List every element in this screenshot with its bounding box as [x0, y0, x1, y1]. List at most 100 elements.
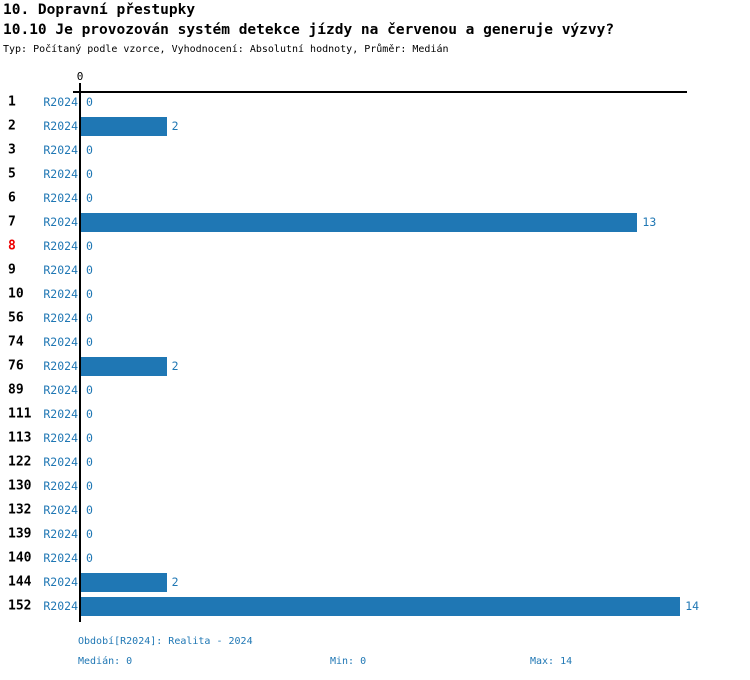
- row-id-label: 7: [8, 214, 16, 230]
- chart-row: 111 R2024 0: [0, 402, 750, 426]
- row-id-label: 130: [8, 478, 32, 494]
- chart-row: 122 R2024 0: [0, 450, 750, 474]
- row-value-label: 14: [685, 599, 700, 613]
- footer-min-stat: Min: 0: [330, 656, 367, 667]
- row-period-label: R2024: [43, 215, 78, 229]
- row-id-label: 122: [8, 454, 32, 470]
- row-value-label: 0: [86, 527, 93, 541]
- chart-row: 1 R2024 0: [0, 90, 750, 114]
- row-id-label: 113: [8, 430, 32, 446]
- row-value-label: 0: [86, 431, 93, 445]
- row-id-label: 139: [8, 526, 32, 542]
- row-value-label: 0: [86, 479, 93, 493]
- chart-row: 9 R2024 0: [0, 258, 750, 282]
- row-value-label: 0: [86, 191, 93, 205]
- row-period-label: R2024: [43, 287, 78, 301]
- chart-row: 139 R2024 0: [0, 522, 750, 546]
- y-axis-line: [79, 83, 81, 622]
- row-period-label: R2024: [43, 575, 78, 589]
- row-period-label: R2024: [43, 359, 78, 373]
- row-value-label: 0: [86, 287, 93, 301]
- row-value-label: 13: [642, 215, 657, 229]
- x-axis-zero-tick-label: 0: [76, 70, 84, 83]
- chart-row: 10 R2024 0: [0, 282, 750, 306]
- row-value-label: 2: [171, 575, 179, 589]
- row-period-label: R2024: [43, 335, 78, 349]
- row-id-label: 3: [8, 142, 16, 158]
- chart-row: 6 R2024 0: [0, 186, 750, 210]
- row-value-label: 0: [86, 503, 93, 517]
- page-title: 10. Dopravní přestupky: [3, 2, 196, 18]
- row-period-label: R2024: [43, 479, 78, 493]
- row-value-label: 0: [86, 335, 93, 349]
- row-id-label: 8: [8, 238, 16, 254]
- row-id-label: 74: [8, 334, 24, 350]
- chart-row: 144 R2024 2: [0, 570, 750, 594]
- chart-row: 74 R2024 0: [0, 330, 750, 354]
- row-value-label: 0: [86, 407, 93, 421]
- row-bar: [81, 116, 167, 136]
- row-bar: [81, 572, 167, 592]
- row-value-label: 2: [171, 119, 179, 133]
- row-period-label: R2024: [43, 311, 78, 325]
- row-id-label: 2: [8, 118, 16, 134]
- row-value-label: 0: [86, 239, 93, 253]
- row-id-label: 152: [8, 598, 32, 614]
- row-period-label: R2024: [43, 431, 78, 445]
- footer-median-stat: Medián: 0: [78, 656, 133, 667]
- row-id-label: 1: [8, 94, 16, 110]
- chart-row: 89 R2024 0: [0, 378, 750, 402]
- chart-row: 152 R2024 14: [0, 594, 750, 618]
- row-bar: [81, 356, 167, 376]
- row-value-label: 0: [86, 455, 93, 469]
- row-id-label: 89: [8, 382, 24, 398]
- chart-row: 132 R2024 0: [0, 498, 750, 522]
- row-id-label: 56: [8, 310, 24, 326]
- row-period-label: R2024: [43, 527, 78, 541]
- row-value-label: 0: [86, 551, 93, 565]
- chart-row: 2 R2024 2: [0, 114, 750, 138]
- row-period-label: R2024: [43, 239, 78, 253]
- row-id-label: 5: [8, 166, 16, 182]
- chart-row: 140 R2024 0: [0, 546, 750, 570]
- row-value-label: 0: [86, 263, 93, 277]
- row-period-label: R2024: [43, 599, 78, 613]
- row-period-label: R2024: [43, 503, 78, 517]
- row-bar: [81, 212, 638, 232]
- row-id-label: 144: [8, 574, 32, 590]
- chart-row: 56 R2024 0: [0, 306, 750, 330]
- row-period-label: R2024: [43, 191, 78, 205]
- row-period-label: R2024: [43, 95, 78, 109]
- row-period-label: R2024: [43, 407, 78, 421]
- chart-row: 5 R2024 0: [0, 162, 750, 186]
- row-id-label: 6: [8, 190, 16, 206]
- row-period-label: R2024: [43, 263, 78, 277]
- chart-row: 8 R2024 0: [0, 234, 750, 258]
- row-bar: [81, 596, 681, 616]
- chart-meta-line: Typ: Počítaný podle vzorce, Vyhodnocení:…: [3, 44, 449, 55]
- x-axis-line: [73, 91, 687, 93]
- chart-row: 76 R2024 2: [0, 354, 750, 378]
- row-period-label: R2024: [43, 143, 78, 157]
- row-period-label: R2024: [43, 551, 78, 565]
- row-value-label: 0: [86, 167, 93, 181]
- row-value-label: 0: [86, 311, 93, 325]
- row-value-label: 0: [86, 383, 93, 397]
- chart-row: 3 R2024 0: [0, 138, 750, 162]
- chart-row: 113 R2024 0: [0, 426, 750, 450]
- chart-row: 7 R2024 13: [0, 210, 750, 234]
- row-value-label: 0: [86, 95, 93, 109]
- row-period-label: R2024: [43, 167, 78, 181]
- page-subtitle: 10.10 Je provozován systém detekce jízdy…: [3, 22, 615, 38]
- row-period-label: R2024: [43, 119, 78, 133]
- row-id-label: 9: [8, 262, 16, 278]
- row-value-label: 2: [171, 359, 179, 373]
- row-id-label: 10: [8, 286, 24, 302]
- row-period-label: R2024: [43, 383, 78, 397]
- footer-max-stat: Max: 14: [530, 656, 573, 667]
- row-id-label: 132: [8, 502, 32, 518]
- chart-row: 130 R2024 0: [0, 474, 750, 498]
- row-period-label: R2024: [43, 455, 78, 469]
- row-value-label: 0: [86, 143, 93, 157]
